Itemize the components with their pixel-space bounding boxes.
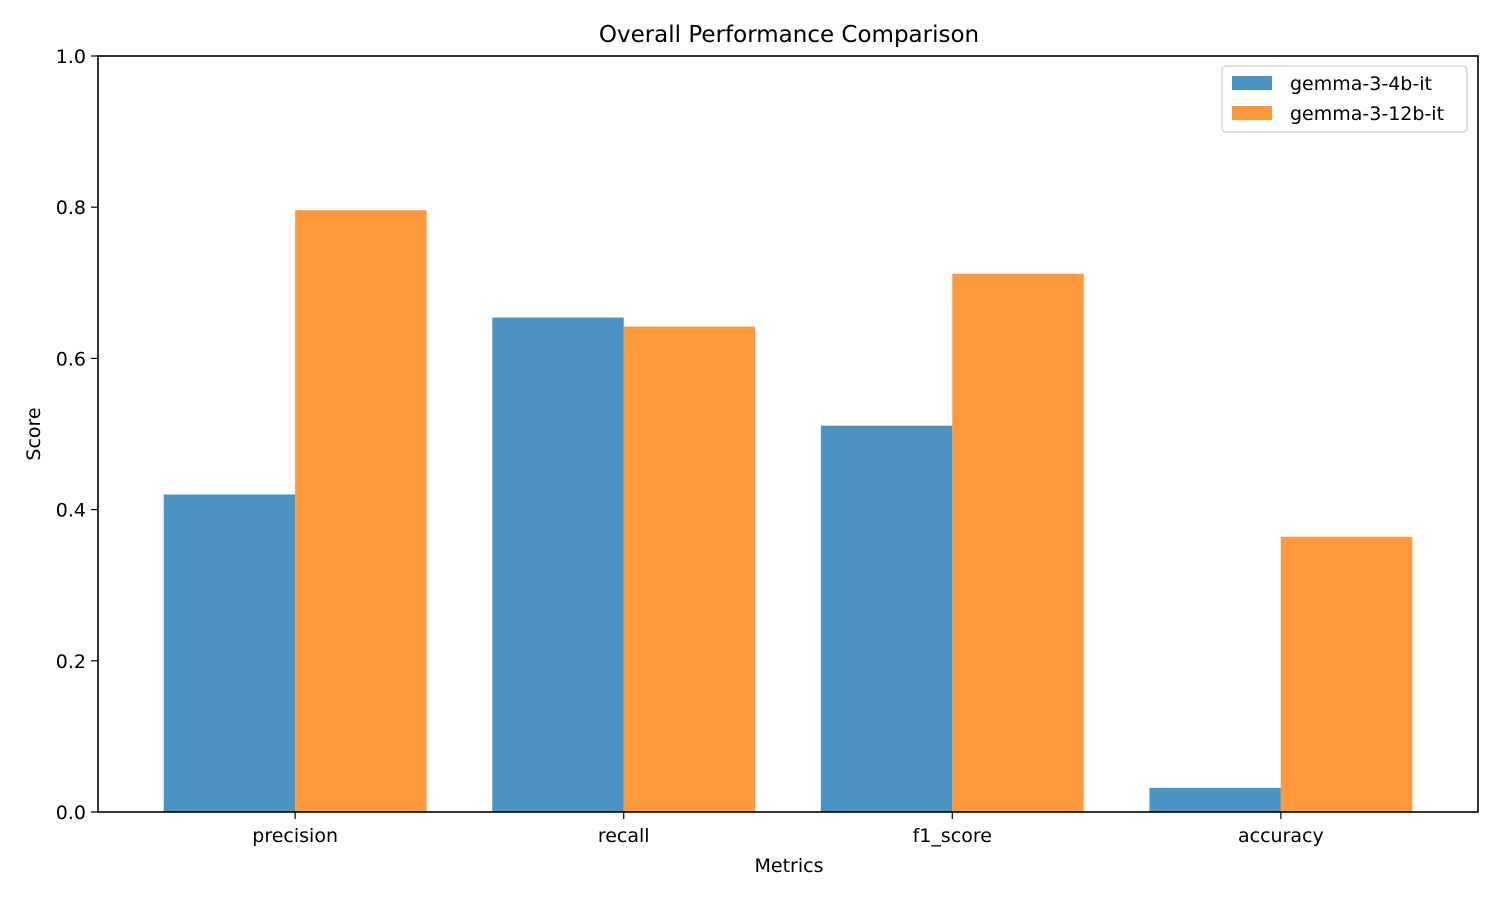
plot-frame <box>97 55 1479 813</box>
bar-precision-series-2 <box>295 210 427 812</box>
legend-label-series-1: gemma-3-4b-it <box>1290 73 1432 95</box>
bar-precision-series-1 <box>163 494 296 812</box>
chart-title: Overall Performance Comparison <box>599 22 979 48</box>
x-axis-title: Metrics <box>755 855 824 877</box>
legend-box <box>1221 65 1468 133</box>
x-tick-label: f1_score <box>913 825 992 847</box>
y-tick-label: 0.0 <box>56 802 86 824</box>
legend-label-series-2: gemma-3-12b-it <box>1290 103 1444 125</box>
bar-f1_score-series-1 <box>820 425 953 812</box>
x-tick-label: precision <box>252 825 338 847</box>
legend: gemma-3-4b-it gemma-3-12b-it <box>1221 65 1468 133</box>
y-tick-label: 0.8 <box>56 197 86 219</box>
bar-f1_score-series-2 <box>952 273 1084 812</box>
legend-swatch-series-2 <box>1232 106 1272 120</box>
bar-accuracy-series-1 <box>1149 787 1281 812</box>
bars-layer <box>163 210 1413 812</box>
bar-recall-series-2 <box>623 326 756 812</box>
y-axis-title: Score <box>23 407 45 460</box>
legend-swatch-series-1 <box>1232 76 1272 90</box>
y-tick-label: 0.6 <box>56 348 86 370</box>
bar-accuracy-series-2 <box>1280 536 1413 812</box>
y-tick-label: 0.4 <box>56 500 86 522</box>
y-tick-label: 1.0 <box>56 46 86 68</box>
ticks-layer: precision recall f1_score accuracy 0.0 0.2 0.4… <box>56 46 1324 847</box>
x-tick-label: accuracy <box>1238 825 1324 847</box>
y-tick-label: 0.2 <box>56 651 86 673</box>
bar-recall-series-1 <box>492 317 624 812</box>
x-tick-label: recall <box>598 825 650 847</box>
